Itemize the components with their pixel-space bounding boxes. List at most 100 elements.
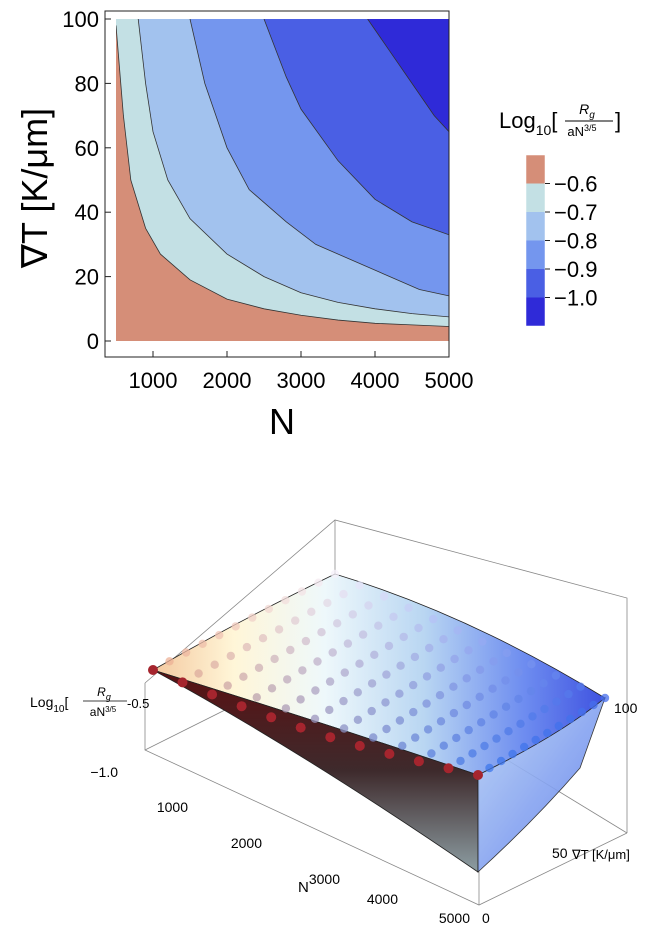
surface-point xyxy=(516,719,525,728)
surface-point xyxy=(307,607,316,616)
surface xyxy=(152,573,606,873)
surface-point xyxy=(429,614,438,624)
surface-point xyxy=(526,686,536,696)
surface-point xyxy=(564,689,573,699)
surface-point xyxy=(370,650,379,659)
surface-point xyxy=(449,682,458,691)
surface-point xyxy=(462,700,471,710)
surface-point xyxy=(439,741,448,750)
z-tick-label: -0.5 xyxy=(127,696,149,711)
surface-point xyxy=(355,581,364,590)
surface-point xyxy=(414,623,423,633)
surface-point xyxy=(317,628,326,637)
surface-point xyxy=(323,598,332,608)
surface-point xyxy=(489,657,498,666)
surface-point xyxy=(600,693,610,703)
surface-point xyxy=(475,665,485,674)
surface-point xyxy=(477,718,486,727)
surface-point xyxy=(485,763,494,773)
surface-point xyxy=(355,659,364,668)
x-tick-label: 2000 xyxy=(203,368,252,393)
surface-point xyxy=(364,601,373,610)
surface-point xyxy=(384,641,394,651)
surface-point xyxy=(443,763,454,774)
contour-fill-regions xyxy=(116,19,449,341)
surface-point xyxy=(435,691,445,700)
x-axis-3d: 1000 2000 3000 4000 5000 N xyxy=(157,799,470,925)
surface-point xyxy=(353,688,362,697)
legend-title-denominator: aN3/5 xyxy=(567,123,596,139)
surface-point xyxy=(248,613,257,622)
surface-point xyxy=(468,749,477,758)
surface-point xyxy=(489,710,498,719)
surface-point xyxy=(473,770,483,780)
plot-frame xyxy=(104,10,450,358)
y-tick-label: 0 xyxy=(87,329,99,354)
z-tick-label: −1.0 xyxy=(90,764,118,780)
contour-line xyxy=(263,19,449,236)
contour-region xyxy=(264,19,449,235)
x-tick-label: 4000 xyxy=(351,368,400,393)
surface-point xyxy=(478,637,487,646)
surface-point xyxy=(566,714,575,724)
surface-point xyxy=(314,578,323,587)
surface-point xyxy=(325,705,334,715)
surface-point xyxy=(310,714,320,723)
surface-point xyxy=(325,732,336,743)
surface-point xyxy=(215,630,224,640)
surface-point xyxy=(223,681,232,690)
legend-swatch xyxy=(526,240,545,269)
surface-point xyxy=(508,749,517,759)
surface-point xyxy=(436,717,446,726)
y-tick-label: 100 xyxy=(614,700,638,716)
contour-region xyxy=(367,19,449,132)
x-tick-label: 1000 xyxy=(129,368,178,393)
surface-point xyxy=(520,742,529,752)
surface-point xyxy=(231,622,240,631)
legend-swatch xyxy=(526,297,545,326)
surface-point xyxy=(527,660,536,669)
surface-point xyxy=(551,671,561,680)
surface-point xyxy=(398,741,407,750)
surface-point xyxy=(283,675,292,684)
surface-point xyxy=(313,657,322,666)
surface-point xyxy=(295,722,306,733)
y-tick-label: 20 xyxy=(75,265,99,290)
y-axis-label: ∇T [K/μm] xyxy=(14,108,55,269)
x-tick-label: 2000 xyxy=(231,835,262,851)
surface-point xyxy=(411,733,420,742)
legend-swatch xyxy=(526,212,545,241)
legend-swatch xyxy=(526,155,545,184)
surface-point xyxy=(298,666,307,675)
x-tick-label: 3000 xyxy=(277,368,326,393)
surface-point xyxy=(382,670,391,679)
surface-point xyxy=(177,677,188,688)
surface-point xyxy=(148,665,158,675)
surface-point xyxy=(226,651,235,661)
surface-point xyxy=(382,724,391,734)
surface-point xyxy=(531,735,540,745)
surface-point xyxy=(453,626,462,635)
surface-point xyxy=(552,697,561,706)
surface-point xyxy=(389,612,398,621)
legend-title-close: ] xyxy=(615,108,621,133)
surface-point xyxy=(410,652,420,662)
y-axis: 0 20 40 60 80 100 xyxy=(62,7,111,354)
surface-point xyxy=(297,587,307,596)
surface-point xyxy=(328,648,337,657)
surface-point xyxy=(456,756,465,766)
surface-point xyxy=(436,663,445,672)
surface-point xyxy=(514,668,523,677)
x-tick-label: 1000 xyxy=(157,799,188,815)
surface-point xyxy=(258,634,268,643)
surface-point xyxy=(239,672,248,681)
surface-point xyxy=(528,712,537,721)
surface-point xyxy=(399,632,408,642)
surface-point xyxy=(343,639,353,648)
y-tick-label: 60 xyxy=(75,136,99,161)
surface-point xyxy=(404,603,413,612)
surface-point xyxy=(358,630,368,639)
surface-point xyxy=(333,619,342,628)
surface-point xyxy=(514,694,523,704)
contour-line xyxy=(189,19,449,297)
